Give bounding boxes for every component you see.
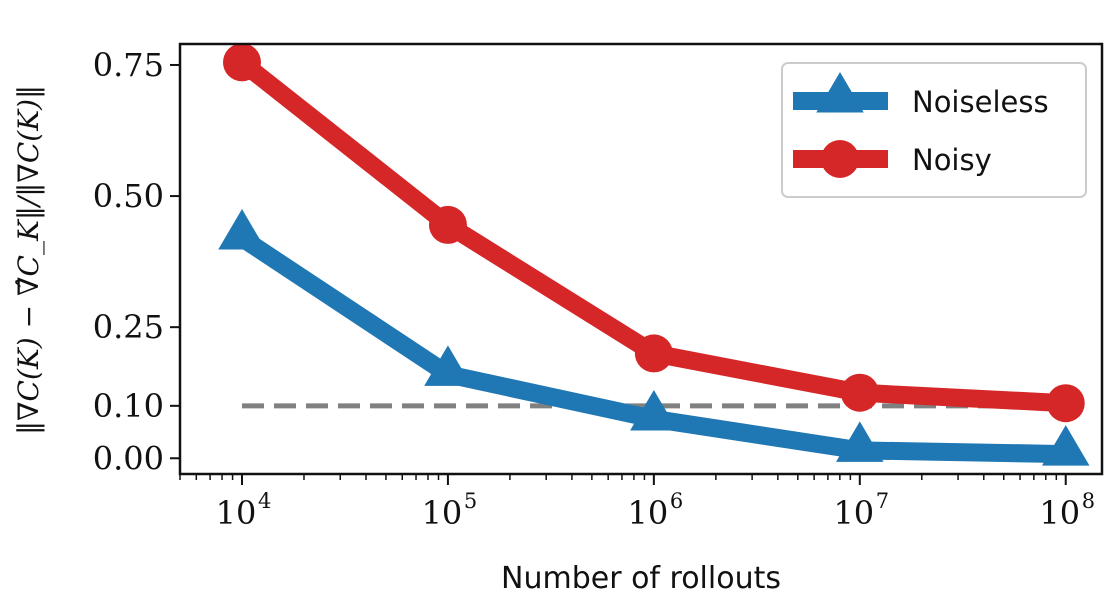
- legend-label-noisy: Noisy: [912, 143, 992, 177]
- x-tick-exponent: 4: [258, 489, 271, 513]
- x-tick-label: 10: [833, 494, 874, 532]
- series-lines: [218, 43, 1090, 466]
- y-tick-label: 0.10: [93, 387, 164, 425]
- x-tick-label: 10: [1039, 494, 1080, 532]
- data-point-noisy: [840, 373, 879, 412]
- x-axis-label: Number of rollouts: [501, 561, 781, 596]
- legend-label-noiseless: Noiseless: [912, 85, 1049, 119]
- x-tick-label: 10: [216, 494, 257, 532]
- y-tick-label: 0.00: [93, 439, 164, 477]
- legend: Noiseless Noisy: [781, 62, 1087, 198]
- legend-entries: Noiseless Noisy: [793, 72, 1049, 178]
- y-tick-label: 0.25: [93, 308, 164, 346]
- plot-frame: [178, 42, 1104, 476]
- data-point-noisy: [1046, 384, 1085, 423]
- legend-marker-noisy: [821, 140, 859, 178]
- y-tick-label: 0.50: [93, 177, 164, 215]
- legend-marker-noiseless: [816, 72, 864, 113]
- x-tick-label: 10: [628, 494, 669, 532]
- x-tick-exponent: 8: [1082, 489, 1095, 513]
- x-tick-exponent: 6: [670, 489, 683, 513]
- data-point-noisy: [634, 334, 673, 373]
- x-tick-exponent: 7: [876, 489, 889, 513]
- data-point-noiseless: [1041, 425, 1090, 466]
- data-point-noiseless: [218, 209, 266, 250]
- x-tick-exponent: 5: [464, 489, 477, 513]
- x-tick-label: 10: [422, 494, 463, 532]
- data-point-noiseless: [630, 389, 678, 431]
- y-tick-label: 0.75: [93, 46, 164, 84]
- data-point-noiseless: [836, 421, 884, 462]
- y-axis-label: ‖∇C(K) − ∇̂C_K‖/‖∇C(K)‖: [12, 85, 45, 435]
- data-point-noisy: [428, 205, 467, 244]
- data-point-noiseless: [424, 345, 472, 386]
- data-point-noisy: [222, 43, 261, 82]
